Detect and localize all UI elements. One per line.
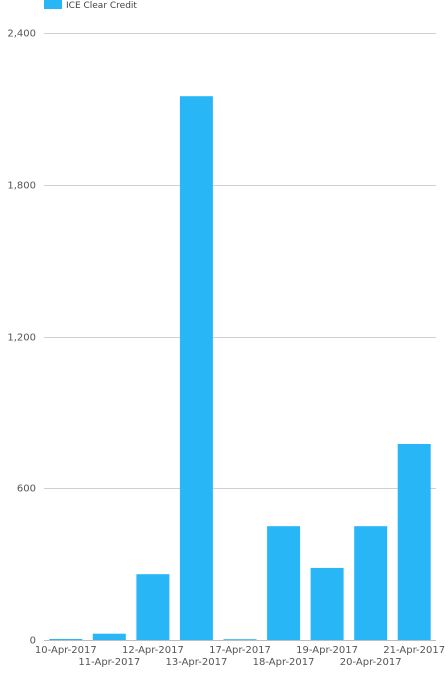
legend-label: ICE Clear Credit (66, 1, 137, 11)
bar[interactable] (179, 96, 213, 640)
x-tick-label: 12-Apr-2017 (122, 645, 184, 656)
x-tick-label: 20-Apr-2017 (340, 657, 402, 668)
x-tick-label: 21-Apr-2017 (383, 645, 445, 656)
x-tick-label: 18-Apr-2017 (253, 657, 315, 668)
x-tick-label: 13-Apr-2017 (165, 657, 227, 668)
x-tick-label: 10-Apr-2017 (35, 645, 97, 656)
x-tick-label: 11-Apr-2017 (78, 657, 140, 668)
bars (49, 96, 431, 640)
bar[interactable] (267, 526, 301, 640)
bar[interactable] (136, 574, 170, 640)
legend-swatch (44, 0, 62, 9)
y-tick-label: 1,800 (7, 181, 36, 192)
bar[interactable] (92, 633, 126, 640)
y-tick-label: 2,400 (7, 29, 36, 40)
x-axis-labels: 10-Apr-201711-Apr-201712-Apr-201713-Apr-… (35, 645, 445, 668)
bar[interactable] (49, 639, 83, 640)
y-tick-label: 600 (17, 484, 36, 495)
bar[interactable] (354, 526, 388, 640)
bar[interactable] (223, 639, 257, 640)
y-tick-label: 0 (30, 636, 36, 647)
legend[interactable]: ICE Clear Credit (44, 0, 137, 11)
x-tick-label: 17-Apr-2017 (209, 645, 271, 656)
bar[interactable] (310, 567, 344, 640)
x-tick-label: 19-Apr-2017 (296, 645, 358, 656)
y-tick-label: 1,200 (7, 333, 36, 344)
bar[interactable] (397, 444, 431, 640)
y-axis-labels: 0 600 1,200 1,800 2,400 (7, 29, 36, 647)
gridlines (44, 33, 436, 641)
